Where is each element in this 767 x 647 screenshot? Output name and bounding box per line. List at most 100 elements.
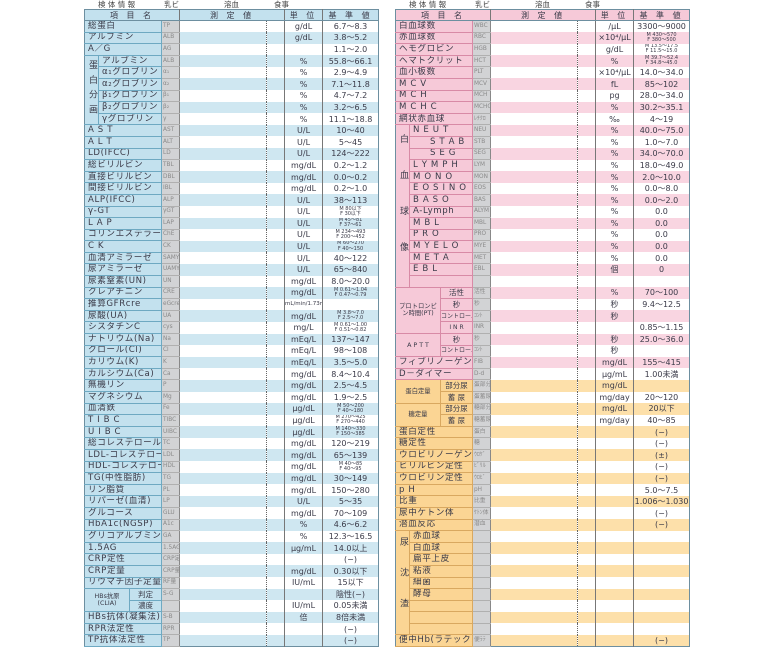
reference-female: F 30以下	[340, 210, 361, 217]
result-flag	[577, 287, 596, 299]
table-row: 扁平上皮	[396, 553, 690, 566]
item-code: cys	[161, 321, 181, 335]
reference-range: 0.0～2.0	[633, 194, 690, 206]
item-sublabel: 活性	[440, 287, 473, 300]
item-name: T I B C	[84, 414, 162, 427]
reference-range: 1.0～7.0	[633, 136, 690, 149]
unit	[595, 588, 634, 601]
unit: %	[595, 55, 634, 67]
unit: mEq/L	[284, 356, 323, 369]
table-row	[396, 275, 690, 288]
result-flag	[266, 507, 285, 520]
table-row: 白血球数 WBC/μL 3300～9000	[395, 20, 690, 33]
item-name: β₂グロブリン	[98, 101, 162, 114]
reference-range: 150～280	[322, 484, 379, 496]
result-flag	[266, 403, 285, 415]
unit: 秒	[595, 298, 634, 311]
item-sublabel: 部分尿	[440, 379, 473, 392]
item-code: 糖部分	[472, 403, 492, 416]
item-code: NEU	[472, 124, 492, 137]
item-name: A-Lymph	[409, 206, 473, 219]
item-code: S-B	[161, 611, 181, 624]
item-name: RPR法定性	[84, 623, 162, 636]
result-flag	[577, 519, 596, 531]
specimen-info-bar: 検 体 情 報 乳ビ 溶血 食事	[84, 0, 378, 9]
reference-range: 40～85	[633, 414, 690, 427]
item-code: PL	[161, 484, 181, 497]
table-row: アルブミン ALB g/dL 3.8～5.2	[84, 32, 379, 45]
result-value	[179, 565, 267, 577]
result-flag	[577, 600, 596, 612]
result-value	[490, 495, 578, 508]
reference-range	[633, 310, 690, 322]
group-label: 蛋白定量	[395, 379, 441, 404]
item-name: M E T A	[409, 252, 473, 265]
result-flag	[266, 171, 285, 183]
table-row: 白血球像 N E U T NEU% 40.0～75.0	[395, 124, 690, 288]
unit: ‰	[595, 113, 634, 125]
table-row: CRP定量 CRP量 mg/dL 0.30以下	[84, 565, 379, 578]
table-row	[396, 623, 690, 636]
result-flag	[266, 159, 285, 172]
result-flag	[577, 101, 596, 114]
result-flag	[266, 275, 285, 288]
result-value	[180, 21, 267, 33]
result-value	[490, 634, 578, 647]
table-row: P R O PRO% 0.0	[396, 229, 690, 242]
unit	[595, 275, 634, 288]
table-row: 秒秒秒 9.4～12.5	[396, 298, 690, 311]
item-name: クレアチニン	[84, 287, 162, 300]
item-name: HBs抗体(凝集法)	[84, 611, 162, 624]
item-name: 直接ビリルビン	[84, 171, 162, 184]
item-code: LYM	[472, 159, 492, 172]
reference-female: F 270～440	[336, 419, 365, 426]
header-unit: 単 位	[595, 9, 634, 21]
item-sublabel: 蓄 尿	[440, 391, 473, 404]
result-value	[179, 148, 267, 160]
item-name: 白血球数	[395, 20, 473, 33]
unit: mg/dL	[595, 403, 634, 415]
result-flag	[577, 530, 596, 543]
item-name: 無機リン	[84, 379, 162, 392]
unit	[284, 553, 323, 566]
table-row: M C H MCH pg 28.0～34.0	[395, 90, 690, 103]
item-code: 活性	[472, 287, 492, 300]
unit	[595, 611, 634, 624]
result-flag	[266, 391, 285, 404]
specimen-chyle: 乳ビ	[475, 0, 490, 9]
result-flag	[266, 90, 285, 102]
reference-female: F 200～452	[336, 233, 365, 240]
table-row: プロトロンビン時間(PT) 活性 活性% 70～100	[395, 287, 690, 335]
item-name: E B L	[409, 263, 473, 277]
unit: %	[595, 217, 634, 230]
specimen-meal: 食事	[585, 0, 600, 9]
reference-range: 7.1～11.8	[322, 78, 379, 91]
item-code: AG	[161, 43, 181, 56]
result-value	[179, 310, 267, 322]
unit: mg/dL	[284, 391, 323, 404]
reference-range: M 45～81 F 37～61	[322, 217, 379, 230]
reference-range: 10～40	[322, 124, 379, 137]
specimen-specimen-info: 検 体 情 報	[409, 0, 447, 9]
result-flag	[577, 229, 596, 241]
table-row: 便中Hb(ラテックス)便ﾗﾃ (−)	[395, 634, 690, 647]
result-value	[180, 368, 267, 380]
item-code: MCH	[472, 90, 492, 103]
reference-range: 120～219	[322, 437, 379, 450]
result-value	[490, 577, 578, 589]
reference-male: M 0.61～1.04	[333, 287, 368, 293]
table-row: M E T A MET% 0.0	[396, 252, 690, 265]
result-value	[490, 484, 578, 496]
result-flag	[266, 484, 285, 496]
table-row: 糖定量 部分尿 糖部分 mg/dL 20以下	[395, 403, 690, 427]
result-value	[491, 276, 578, 288]
reference-range: 70～109	[322, 507, 379, 520]
unit	[595, 472, 634, 485]
item-code	[472, 553, 492, 566]
unit	[595, 542, 634, 554]
reference-range: M 50～200 F 40～180	[322, 403, 379, 415]
table-row: 尿素窒素(UN) UN mg/dL 8.0～20.0	[84, 275, 379, 288]
result-flag	[577, 113, 596, 125]
unit: %	[595, 240, 634, 253]
